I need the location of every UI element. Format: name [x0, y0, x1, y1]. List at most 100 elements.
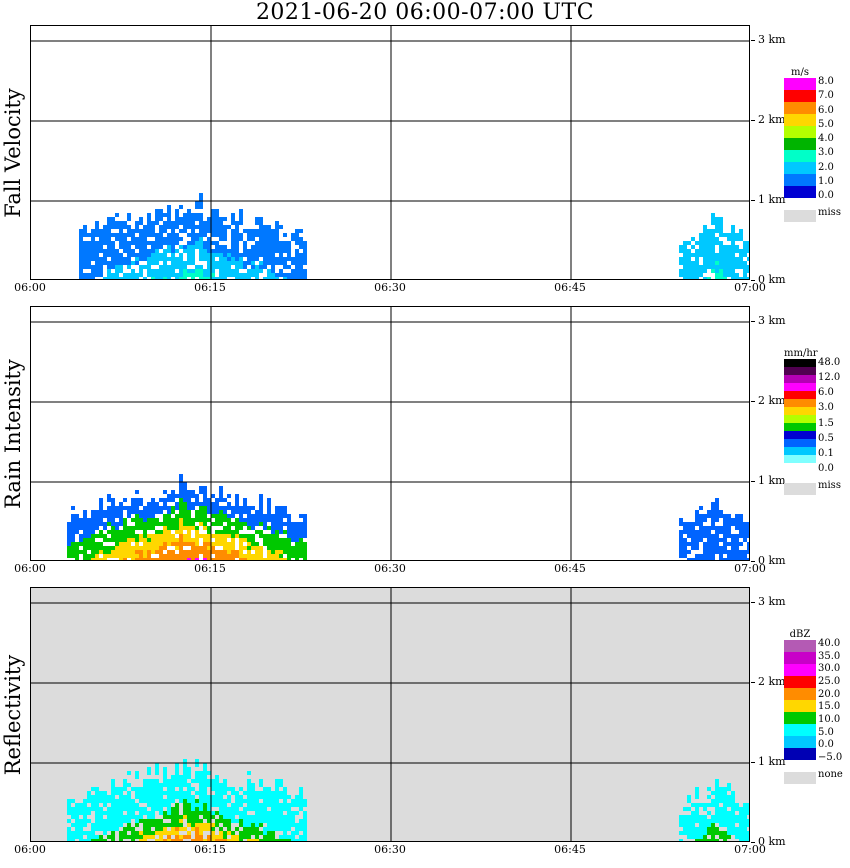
- heatmap-cell: [167, 835, 171, 839]
- heatmap-cell: [683, 530, 687, 534]
- heatmap-cell: [135, 261, 139, 265]
- heatmap-cell: [171, 795, 175, 799]
- heatmap-cell: [183, 249, 187, 253]
- heatmap-cell: [151, 249, 155, 253]
- heatmap-cell: [107, 530, 111, 534]
- heatmap-cell: [275, 225, 279, 229]
- heatmap-cell: [295, 799, 299, 803]
- heatmap-cell: [151, 510, 155, 514]
- heatmap-cell: [215, 534, 219, 538]
- heatmap-cell: [235, 241, 239, 245]
- heatmap-cell: [251, 237, 255, 241]
- heatmap-cell: [299, 277, 303, 279]
- heatmap-cell: [243, 510, 247, 514]
- heatmap-cell: [71, 542, 75, 546]
- colorbar-tick-label: 1.0: [818, 175, 834, 187]
- heatmap-cell: [247, 771, 251, 775]
- heatmap-cell: [251, 534, 255, 538]
- heatmap-cell: [135, 823, 139, 827]
- heatmap-cell: [75, 811, 79, 815]
- heatmap-cell: [195, 558, 199, 560]
- heatmap-cell: [747, 542, 749, 546]
- heatmap-cell: [187, 233, 191, 237]
- heatmap-cell: [695, 558, 699, 560]
- heatmap-cell: [707, 787, 711, 791]
- heatmap-cell: [215, 229, 219, 233]
- heatmap-cell: [299, 823, 303, 827]
- heatmap-cell: [283, 550, 287, 554]
- heatmap-cell: [163, 779, 167, 783]
- heatmap-cell: [107, 510, 111, 514]
- heatmap-cell: [103, 538, 107, 542]
- heatmap-cell: [687, 269, 691, 273]
- heatmap-cell: [191, 799, 195, 803]
- heatmap-cell: [79, 819, 83, 823]
- heatmap-cell: [139, 546, 143, 550]
- heatmap-cell: [243, 791, 247, 795]
- heatmap-cell: [107, 799, 111, 803]
- heatmap-cell: [79, 277, 83, 279]
- heatmap-cell: [219, 257, 223, 261]
- heatmap-cell: [707, 819, 711, 823]
- heatmap-cell: [715, 269, 719, 273]
- heatmap-cell: [95, 269, 99, 273]
- heatmap-cell: [115, 273, 119, 277]
- heatmap-cell: [163, 538, 167, 542]
- heatmap-cell: [219, 245, 223, 249]
- heatmap-cell: [219, 486, 223, 490]
- heatmap-cell: [187, 221, 191, 225]
- heatmap-cell: [691, 265, 695, 269]
- heatmap-cell: [743, 839, 747, 841]
- heatmap-cell: [683, 522, 687, 526]
- heatmap-cell: [711, 831, 715, 835]
- heatmap-cell: [131, 538, 135, 542]
- y-tick-label: 0 km: [751, 554, 786, 567]
- heatmap-cell: [215, 779, 219, 783]
- heatmap-cell: [231, 803, 235, 807]
- heatmap-cell: [235, 506, 239, 510]
- heatmap-cell: [259, 831, 263, 835]
- heatmap-cell: [155, 779, 159, 783]
- heatmap-cell: [195, 538, 199, 542]
- heatmap-cell: [187, 261, 191, 265]
- heatmap-cell: [159, 558, 163, 560]
- heatmap-cell: [695, 538, 699, 542]
- heatmap-cell: [267, 787, 271, 791]
- heatmap-cell: [99, 498, 103, 502]
- heatmap-cell: [159, 819, 163, 823]
- heatmap-cell: [727, 245, 731, 249]
- heatmap-cell: [75, 835, 79, 839]
- heatmap-cell: [167, 506, 171, 510]
- heatmap-cell: [127, 249, 131, 253]
- heatmap-cell: [191, 542, 195, 546]
- heatmap-cell: [747, 530, 749, 534]
- heatmap-cell: [167, 558, 171, 560]
- heatmap-cell: [295, 277, 299, 279]
- heatmap-cell: [83, 249, 87, 253]
- heatmap-cell: [155, 534, 159, 538]
- heatmap-cell: [207, 273, 211, 277]
- heatmap-cell: [283, 265, 287, 269]
- heatmap-cell: [111, 518, 115, 522]
- heatmap-cell: [79, 253, 83, 257]
- heatmap-cell: [707, 514, 711, 518]
- heatmap-cell: [719, 217, 723, 221]
- heatmap-cell: [707, 831, 711, 835]
- heatmap-cell: [167, 269, 171, 273]
- heatmap-cell: [199, 277, 203, 279]
- heatmap-cell: [199, 546, 203, 550]
- heatmap-cell: [207, 221, 211, 225]
- colorbar-tick-label: 40.0: [818, 638, 841, 649]
- heatmap-cell: [191, 494, 195, 498]
- heatmap-cell: [683, 261, 687, 265]
- heatmap-cell: [131, 526, 135, 530]
- heatmap-cell: [259, 514, 263, 518]
- heatmap-cell: [247, 787, 251, 791]
- heatmap-cell: [131, 530, 135, 534]
- colorbar-swatch: [784, 383, 816, 391]
- heatmap-cell: [255, 514, 259, 518]
- heatmap-cell: [731, 546, 735, 550]
- heatmap-cell: [215, 225, 219, 229]
- heatmap-cell: [263, 827, 267, 831]
- heatmap-cell: [155, 213, 159, 217]
